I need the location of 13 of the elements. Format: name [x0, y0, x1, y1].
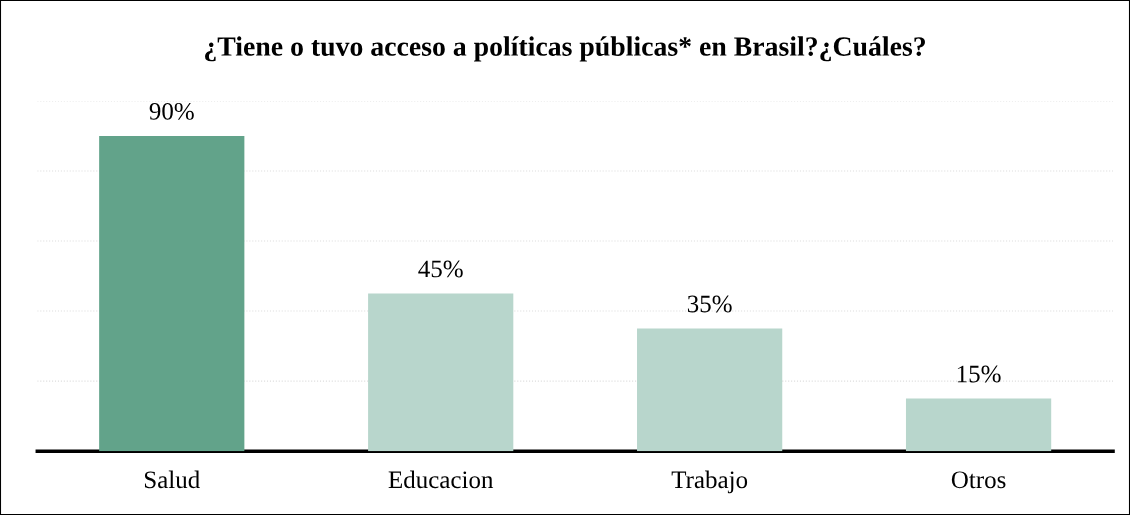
x-tick-label: Otros [951, 471, 1006, 489]
bar [368, 293, 514, 452]
bar [637, 328, 783, 452]
x-tick-label: Trabajo [671, 470, 748, 494]
data-label: 35% [687, 295, 732, 313]
bar [99, 135, 245, 452]
bar [905, 398, 1052, 452]
data-label: 90% [149, 102, 194, 120]
data-label: 45% [418, 260, 463, 278]
data-label: 15% [957, 365, 1001, 383]
x-tick-label: Salud [144, 470, 200, 489]
x-tick-label: Educacion [388, 470, 494, 489]
chart-title: ¿Tiene o tuvo acceso a políticas públicas* en Brasil?¿Cuáles? [205, 36, 925, 62]
